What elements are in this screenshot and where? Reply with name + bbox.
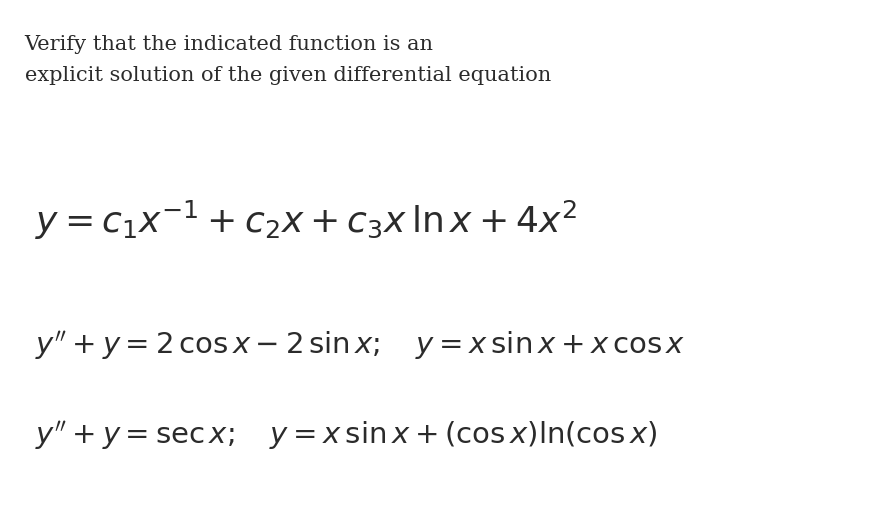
- Text: explicit solution of the given differential equation: explicit solution of the given different…: [25, 66, 550, 85]
- Text: $y'' + y = \mathrm{sec}\,x;\quad y = x\,\mathrm{sin}\,x + (\mathrm{cos}\,x)\math: $y'' + y = \mathrm{sec}\,x;\quad y = x\,…: [35, 419, 657, 452]
- Text: Verify that the indicated function is an: Verify that the indicated function is an: [25, 35, 433, 54]
- Text: $y = c_1x^{-1} + c_2x + c_3x\,\mathrm{ln}\,x + 4x^2$: $y = c_1x^{-1} + c_2x + c_3x\,\mathrm{ln…: [35, 199, 577, 242]
- Text: $y'' + y = 2\,\mathrm{cos}\,x - 2\,\mathrm{sin}\,x;\quad y = x\,\mathrm{sin}\,x : $y'' + y = 2\,\mathrm{cos}\,x - 2\,\math…: [35, 329, 685, 362]
